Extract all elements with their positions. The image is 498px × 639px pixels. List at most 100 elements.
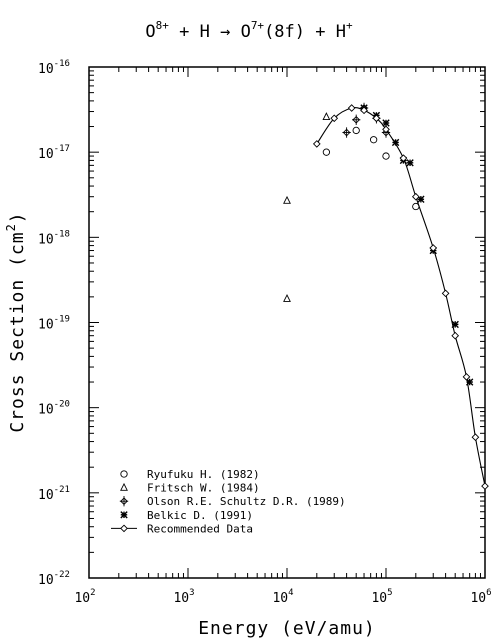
y-tick-label: 10-21 — [38, 485, 70, 503]
y-tick-label: 10-19 — [38, 315, 70, 333]
x-tick-base: 10 — [173, 591, 189, 606]
x-tick-base: 10 — [371, 591, 387, 606]
recommended-curve-layer — [316, 107, 486, 487]
data-point-series-4 — [465, 378, 474, 386]
y-tick-exp: -19 — [54, 315, 70, 325]
y-tick-base: 10 — [38, 62, 54, 77]
y-tick-label: 10-18 — [38, 229, 70, 247]
legend-label: Belkic D. (1991) — [147, 509, 253, 522]
title-part-2-sup: 7+ — [251, 19, 265, 32]
y-tick-base: 10 — [38, 318, 54, 333]
x-tick-base: 10 — [470, 591, 486, 606]
x-tick-exp: 3 — [189, 588, 194, 598]
y-tick-base: 10 — [38, 147, 54, 162]
legend-marker — [120, 482, 128, 491]
data-point-series-1 — [322, 148, 331, 156]
data-point-series-5 — [429, 244, 438, 252]
title-part-2: + H → O — [169, 22, 251, 42]
y-tick-label: 10-17 — [38, 144, 70, 162]
x-tick-label: 104 — [272, 588, 293, 606]
y-axis-label-text: Cross Section (cm — [7, 231, 28, 432]
data-point-series-5 — [347, 104, 356, 112]
title-part-1-sup: 8+ — [156, 19, 170, 32]
x-tick-exp: 6 — [486, 588, 491, 598]
legend-label: Recommended Data — [147, 522, 253, 535]
data-point-series-5 — [382, 125, 390, 134]
data-point-series-1 — [382, 152, 390, 160]
y-tick-label: 10-20 — [38, 400, 70, 418]
legend-item: Belkic D. (1991) — [120, 509, 253, 522]
data-point-series-4 — [406, 159, 414, 167]
y-tick-label: 10-22 — [38, 570, 70, 588]
data-point-series-3 — [342, 127, 351, 138]
legend-marker — [119, 496, 129, 507]
y-tick-label: 10-16 — [38, 59, 70, 77]
y-tick-base: 10 — [38, 573, 54, 588]
data-point-series-2 — [322, 112, 331, 120]
data-point-series-1 — [412, 202, 420, 211]
x-tick-base: 10 — [74, 591, 90, 606]
x-axis-label: Energy (eV/amu) — [198, 618, 376, 639]
x-tick-label: 102 — [74, 588, 95, 606]
data-point-series-5 — [312, 140, 321, 148]
data-point-series-5 — [360, 106, 368, 115]
title-part-3: (8f) + H — [264, 22, 346, 42]
data-point-series-1 — [369, 136, 378, 144]
y-tick-exp: -20 — [54, 400, 70, 410]
legend-label: Olson R.E. Schultz D.R. (1989) — [147, 495, 346, 508]
data-point-series-5 — [411, 192, 420, 201]
data-points-layer — [283, 102, 489, 490]
y-tick-base: 10 — [38, 488, 54, 503]
x-tick-base: 10 — [272, 591, 288, 606]
legend-label: Ryufuku H. (1982) — [147, 468, 260, 481]
axis-ticks — [88, 66, 486, 579]
x-tick-label: 106 — [470, 588, 491, 606]
title-part-1: O — [145, 22, 155, 42]
legend: Ryufuku H. (1982)Fritsch W. (1984)Olson … — [111, 468, 346, 535]
legend-label: Fritsch W. (1984) — [147, 482, 260, 495]
data-point-series-5 — [451, 331, 460, 340]
y-axis-label: Cross Section (cm2) — [4, 211, 28, 432]
y-axis-label-sup: 2 — [4, 223, 18, 231]
legend-item: Fritsch W. (1984) — [120, 482, 260, 495]
y-tick-exp: -21 — [54, 485, 70, 495]
x-tick-label: 105 — [371, 588, 392, 606]
x-tick-labels: 102 103 104 105 106 — [74, 588, 491, 606]
data-point-series-5 — [330, 114, 339, 123]
x-tick-exp: 5 — [387, 588, 392, 598]
data-point-series-5 — [481, 482, 489, 490]
x-tick-exp: 4 — [288, 588, 293, 598]
y-axis-label-tail: ) — [7, 211, 28, 223]
data-point-series-5 — [471, 433, 480, 442]
legend-marker — [120, 470, 128, 478]
x-tick-label: 103 — [173, 588, 194, 606]
data-point-series-1 — [352, 126, 360, 135]
legend-item: Ryufuku H. (1982) — [120, 468, 260, 481]
y-tick-base: 10 — [38, 403, 54, 418]
data-point-series-3 — [351, 114, 361, 125]
data-point-series-5 — [462, 373, 471, 381]
data-point-series-4 — [382, 119, 390, 127]
legend-marker — [120, 524, 128, 533]
y-tick-exp: -18 — [54, 229, 70, 239]
data-point-series-2 — [283, 294, 291, 302]
data-point-series-5 — [441, 289, 450, 298]
x-tick-exp: 2 — [90, 588, 95, 598]
data-point-series-2 — [283, 195, 291, 204]
data-point-series-4 — [391, 138, 400, 147]
y-tick-exp: -22 — [54, 570, 70, 580]
legend-item: Olson R.E. Schultz D.R. (1989) — [119, 495, 346, 508]
data-point-series-5 — [372, 114, 381, 123]
data-point-series-5 — [399, 154, 408, 163]
y-tick-exp: -17 — [54, 144, 70, 154]
legend-marker — [120, 511, 128, 519]
title-part-3-sup: + — [346, 19, 353, 32]
data-point-series-4 — [451, 320, 459, 329]
y-tick-base: 10 — [38, 232, 54, 247]
chart-title: O8+ + H → O7+(8f) + H+ — [145, 19, 353, 42]
recommended-curve — [316, 107, 486, 487]
legend-item: Recommended Data — [111, 522, 253, 535]
y-tick-exp: -16 — [54, 59, 70, 69]
